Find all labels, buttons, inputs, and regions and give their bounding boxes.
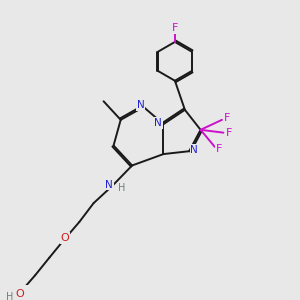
Text: N: N: [105, 180, 113, 190]
Text: H: H: [6, 292, 14, 300]
Text: N: N: [154, 118, 162, 128]
Text: O: O: [61, 233, 69, 243]
Text: N: N: [190, 145, 198, 155]
Text: N: N: [137, 100, 145, 110]
Text: F: F: [216, 144, 222, 154]
Text: F: F: [224, 113, 230, 123]
Text: F: F: [172, 23, 178, 33]
Text: F: F: [226, 128, 232, 138]
Text: H: H: [118, 183, 125, 193]
Text: O: O: [16, 289, 24, 299]
